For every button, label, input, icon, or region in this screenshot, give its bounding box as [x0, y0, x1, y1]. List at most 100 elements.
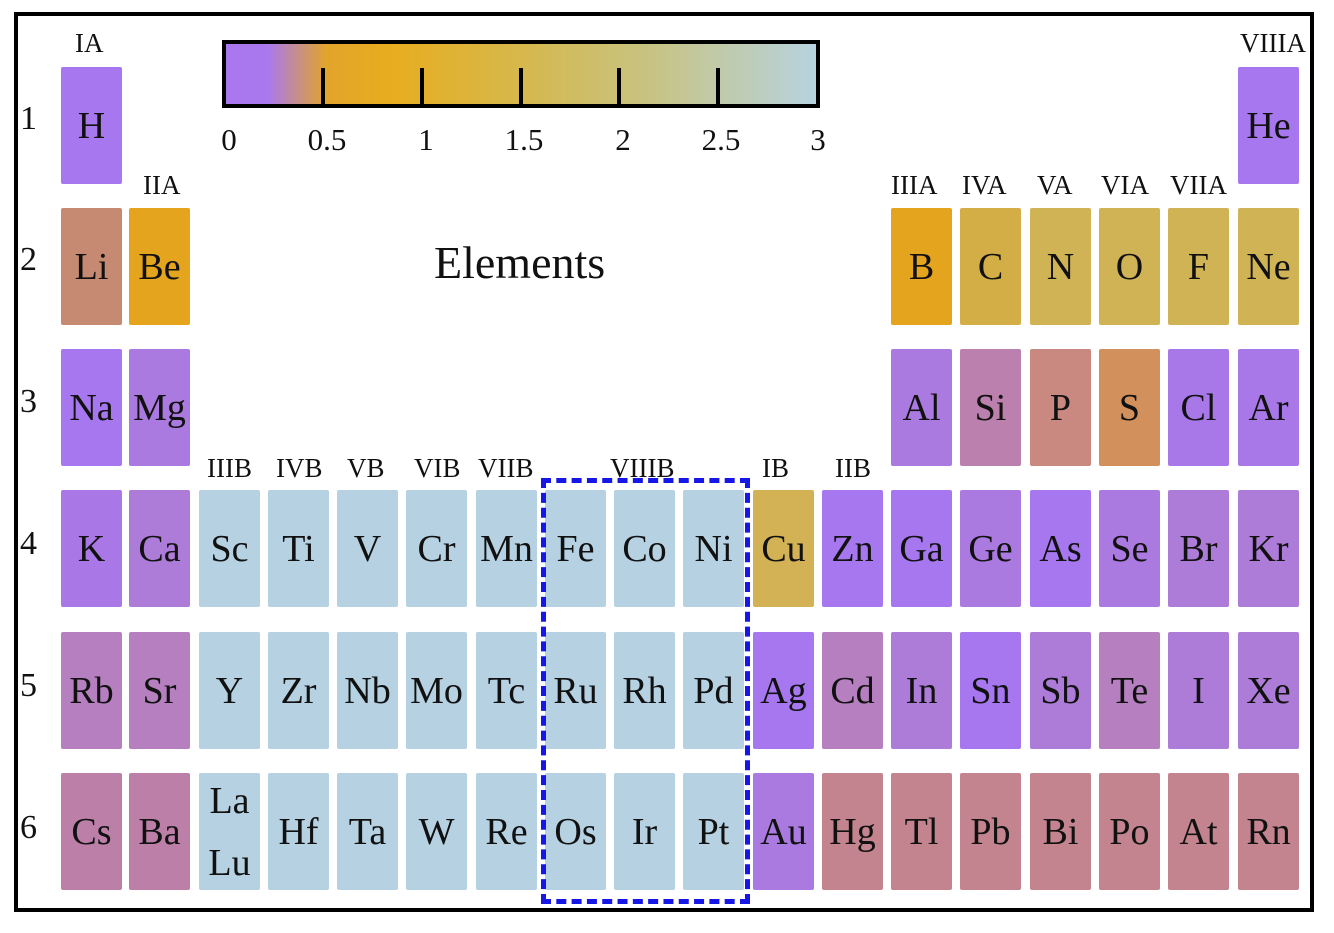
element-symbol: Pd [693, 669, 734, 712]
element-cell: H [61, 67, 122, 184]
group-label: IIB [835, 453, 871, 483]
colorbar-tick [617, 68, 621, 104]
group-label: IIIA [891, 170, 938, 200]
element-symbol: Os [554, 810, 597, 853]
element-symbol: Fe [556, 527, 595, 570]
element-cell: Sb [1030, 632, 1091, 749]
element-symbol: V [353, 527, 382, 570]
element-cell: Sr [129, 632, 190, 749]
element-symbol: Co [622, 527, 667, 570]
element-symbol: I [1192, 669, 1205, 712]
element-cell: Os [545, 773, 606, 890]
element-symbol: Ga [899, 527, 944, 570]
element-cell: Zn [822, 490, 883, 607]
colorbar-tick-label: 0 [221, 122, 237, 157]
element-cell: Rb [61, 632, 122, 749]
element-symbol: Mo [410, 669, 463, 712]
element-cell: K [61, 490, 122, 607]
element-cell: N [1030, 208, 1091, 325]
element-symbol: Hf [278, 810, 319, 853]
element-symbol: Mg [133, 386, 186, 429]
element-cell: He [1238, 67, 1299, 184]
element-cell: Tl [891, 773, 952, 890]
element-symbol: As [1039, 527, 1082, 570]
colorbar-tick-label: 3 [810, 122, 826, 157]
colorbar-tick-label: 2 [615, 122, 631, 157]
element-symbol: C [977, 245, 1004, 288]
element-cell: Mg [129, 349, 190, 466]
element-symbol: O [1115, 245, 1144, 288]
group-label: IVA [962, 170, 1007, 200]
element-cell: Pb [960, 773, 1021, 890]
element-symbol: Ta [348, 810, 387, 853]
element-symbol: Re [485, 810, 528, 853]
element-cell: Ti [268, 490, 329, 607]
element-symbol: Ba [138, 810, 181, 853]
element-cell: Cd [822, 632, 883, 749]
element-cell: Hf [268, 773, 329, 890]
colorbar [222, 40, 820, 108]
element-cell: Te [1099, 632, 1160, 749]
element-symbol: Tl [904, 810, 939, 853]
element-cell: Ba [129, 773, 190, 890]
element-symbol: Ar [1248, 386, 1289, 429]
element-cell: Ru [545, 632, 606, 749]
element-cell: Ir [614, 773, 675, 890]
element-symbol: Ti [282, 527, 315, 570]
element-symbol: Bi [1042, 810, 1079, 853]
element-symbol: At [1179, 810, 1218, 853]
element-symbol: Sr [142, 669, 177, 712]
period-label: 6 [20, 809, 37, 846]
group-label: VB [347, 453, 385, 483]
element-symbol: F [1187, 245, 1210, 288]
period-label: 2 [20, 241, 37, 278]
element-symbol: Cd [830, 669, 875, 712]
element-cell: At [1168, 773, 1229, 890]
element-symbol: P [1049, 386, 1072, 429]
element-symbol: Ne [1246, 245, 1291, 288]
group-label: VIA [1101, 170, 1149, 200]
colorbar-tick [716, 68, 720, 104]
element-symbol: Ni [694, 527, 733, 570]
element-cell: S [1099, 349, 1160, 466]
element-symbol: Au [760, 810, 807, 853]
element-cell: Ga [891, 490, 952, 607]
element-cell: Re [476, 773, 537, 890]
element-symbol: Sn [970, 669, 1011, 712]
period-label: 4 [20, 525, 37, 562]
group-viiib-highlight-box [541, 478, 750, 904]
element-cell: Xe [1238, 632, 1299, 749]
element-cell: Be [129, 208, 190, 325]
element-cell: Au [753, 773, 814, 890]
element-cell: Cs [61, 773, 122, 890]
element-cell: Tc [476, 632, 537, 749]
element-cell: Ne [1238, 208, 1299, 325]
element-symbol: Al [902, 386, 941, 429]
colorbar-tick [321, 68, 325, 104]
group-label: VIIA [1170, 170, 1227, 200]
element-symbol: B [908, 245, 935, 288]
element-symbol: Cu [761, 527, 806, 570]
element-cell: Cr [406, 490, 467, 607]
element-symbol: Na [69, 386, 114, 429]
element-symbol: Be [138, 245, 181, 288]
element-cell: Co [614, 490, 675, 607]
element-cell: Al [891, 349, 952, 466]
element-symbol: W [418, 810, 455, 853]
element-cell: W [406, 773, 467, 890]
element-symbol: Y [215, 669, 244, 712]
element-symbol: Ag [760, 669, 807, 712]
element-symbol: H [77, 104, 106, 147]
element-symbol: Rb [69, 669, 114, 712]
element-cell: Ta [337, 773, 398, 890]
period-label: 1 [20, 100, 37, 137]
element-symbol: N [1046, 245, 1075, 288]
element-cell: Hg [822, 773, 883, 890]
colorbar-tick-label: 1.5 [504, 122, 544, 157]
element-symbol: Kr [1248, 527, 1289, 570]
element-cell: Sc [199, 490, 260, 607]
element-cell: Rn [1238, 773, 1299, 890]
element-symbol: Pb [970, 810, 1011, 853]
element-cell: V [337, 490, 398, 607]
group-label: VIIIA [1240, 28, 1306, 58]
